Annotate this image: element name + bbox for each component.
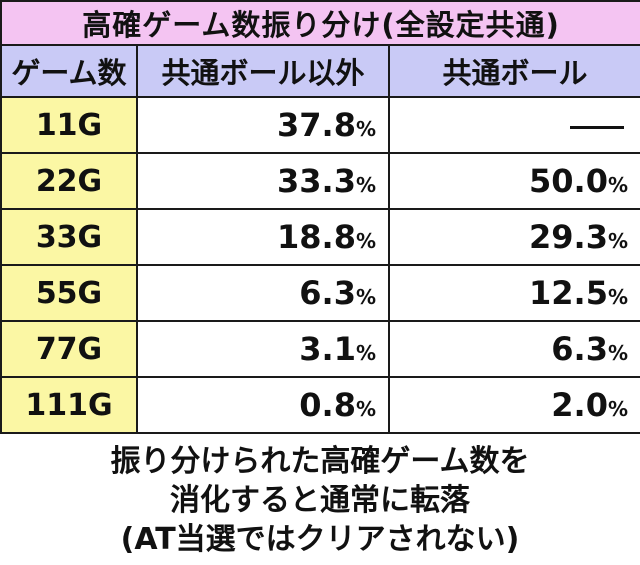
game-count-cell: 77G	[0, 320, 138, 378]
percent-sign: %	[607, 173, 629, 197]
percentage-value: 37.8	[277, 106, 356, 144]
game-count-cell: 33G	[0, 208, 138, 266]
header-game-count: ゲーム数	[0, 44, 138, 98]
percent-sign: %	[607, 397, 629, 421]
common-ball-cell: 50.0%	[387, 152, 640, 210]
percent-sign: %	[607, 285, 629, 309]
table-row: 77G 3.1% 6.3%	[0, 320, 640, 378]
table-row: 22G 33.3% 50.0%	[0, 152, 640, 210]
percent-sign: %	[355, 341, 376, 365]
percentage-value: 6.3	[299, 274, 356, 312]
header-common-ball: 共通ボール	[387, 44, 640, 98]
footnote-line: 振り分けられた高確ゲーム数を	[110, 444, 530, 479]
percent-sign: %	[355, 397, 376, 421]
table-title: 高確ゲーム数振り分け(全設定共通)	[0, 0, 640, 46]
percentage-value: 33.3	[277, 162, 356, 200]
common-ball-cell	[387, 96, 640, 154]
percentage-value: 3.1	[299, 330, 356, 368]
percent-sign: %	[607, 341, 629, 365]
game-count-cell: 11G	[0, 96, 138, 154]
common-ball-cell: 12.5%	[387, 264, 640, 322]
footnote-line: 消化すると通常に転落	[170, 483, 470, 518]
non-common-ball-cell: 18.8%	[136, 208, 390, 266]
percent-sign: %	[355, 285, 376, 309]
header-non-common-ball: 共通ボール以外	[136, 44, 390, 98]
percentage-value: 29.3	[529, 218, 608, 256]
not-applicable-dash	[570, 125, 625, 129]
table-row: 11G 37.8%	[0, 96, 640, 154]
table-row: 55G 6.3% 12.5%	[0, 264, 640, 322]
percentage-value: 2.0	[551, 386, 608, 424]
percentage-value: 18.8	[277, 218, 356, 256]
game-count-cell: 55G	[0, 264, 138, 322]
footnote-line: (AT当選ではクリアされない)	[120, 522, 520, 557]
footnote: 振り分けられた高確ゲーム数を 消化すると通常に転落 (AT当選ではクリアされない…	[0, 442, 640, 559]
common-ball-cell: 6.3%	[387, 320, 640, 378]
non-common-ball-cell: 33.3%	[136, 152, 390, 210]
common-ball-cell: 2.0%	[387, 376, 640, 434]
percent-sign: %	[355, 173, 376, 197]
percentage-value: 0.8	[299, 386, 356, 424]
title-row: 高確ゲーム数振り分け(全設定共通)	[0, 0, 640, 46]
game-count-cell: 22G	[0, 152, 138, 210]
percent-sign: %	[607, 229, 629, 253]
non-common-ball-cell: 3.1%	[136, 320, 390, 378]
percentage-value: 12.5	[529, 274, 608, 312]
game-count-cell: 111G	[0, 376, 138, 434]
table-row: 111G 0.8% 2.0%	[0, 376, 640, 434]
table-row: 33G 18.8% 29.3%	[0, 208, 640, 266]
common-ball-cell: 29.3%	[387, 208, 640, 266]
allocation-table: 高確ゲーム数振り分け(全設定共通) ゲーム数 共通ボール以外 共通ボール 11G…	[0, 0, 640, 434]
percentage-value: 50.0	[529, 162, 608, 200]
header-row: ゲーム数 共通ボール以外 共通ボール	[0, 44, 640, 98]
non-common-ball-cell: 0.8%	[136, 376, 390, 434]
percentage-value: 6.3	[551, 330, 608, 368]
percent-sign: %	[355, 117, 376, 141]
percent-sign: %	[355, 229, 376, 253]
data-rows: 11G 37.8% 22G 33.3% 50.0% 33G 18.8% 29.3% 55G 6.3…	[0, 96, 640, 434]
non-common-ball-cell: 6.3%	[136, 264, 390, 322]
non-common-ball-cell: 37.8%	[136, 96, 390, 154]
